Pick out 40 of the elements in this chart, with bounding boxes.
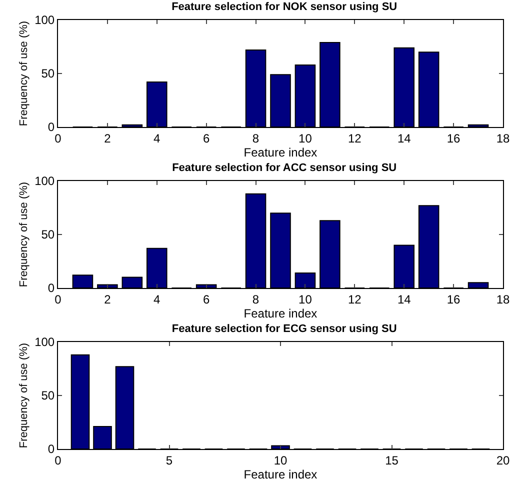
- x-tick-label: 4: [154, 131, 161, 146]
- x-tick-label: 8: [252, 292, 260, 306]
- x-tick-label: 16: [446, 292, 461, 306]
- chart-title: Feature selection for ECG sensor using SU: [172, 323, 397, 336]
- y-tick-label: 0: [48, 120, 55, 134]
- x-tick-label: 2: [104, 131, 112, 146]
- x-axis-title: Feature index: [244, 467, 318, 482]
- y-tick-label: 0: [48, 442, 55, 456]
- y-tick-label: 50: [41, 388, 55, 403]
- x-tick-label: 10: [274, 453, 288, 468]
- x-axis-title: Feature index: [244, 145, 318, 160]
- x-tick-label: 14: [397, 131, 412, 146]
- x-tick-label: 14: [397, 292, 412, 306]
- x-tick-label: 15: [385, 453, 399, 468]
- y-tick-label: 100: [34, 174, 55, 188]
- x-tick-label: 12: [348, 292, 362, 306]
- chart-title: Feature selection for ACC sensor using SU: [172, 162, 397, 174]
- x-tick-label: 10: [298, 131, 312, 146]
- y-tick-label: 100: [34, 13, 55, 28]
- y-tick-label: 0: [48, 281, 55, 296]
- y-axis-title: Frequency of use (%): [18, 20, 30, 126]
- y-tick-label: 100: [34, 335, 55, 350]
- x-tick-label: 12: [348, 131, 362, 146]
- y-tick-label: 50: [41, 228, 55, 242]
- y-axis-title: Frequency of use (%): [18, 182, 30, 288]
- y-axis-title: Frequency of use (%): [18, 342, 30, 448]
- x-tick-label: 16: [446, 131, 461, 146]
- x-tick-label: 18: [496, 131, 510, 146]
- x-tick-label: 8: [252, 131, 260, 146]
- x-tick-label: 6: [202, 131, 210, 146]
- chart-title: Feature selection for NOK sensor using SU: [172, 1, 398, 14]
- x-axis-title: Feature index: [244, 306, 318, 320]
- y-tick-label: 50: [41, 66, 55, 81]
- x-tick-label: 6: [202, 292, 210, 306]
- x-tick-label: 18: [496, 292, 510, 306]
- x-tick-label: 5: [166, 453, 173, 468]
- x-tick-label: 20: [496, 453, 510, 468]
- x-tick-label: 4: [154, 292, 161, 306]
- x-tick-label: 2: [104, 292, 112, 306]
- x-tick-label: 10: [298, 292, 312, 306]
